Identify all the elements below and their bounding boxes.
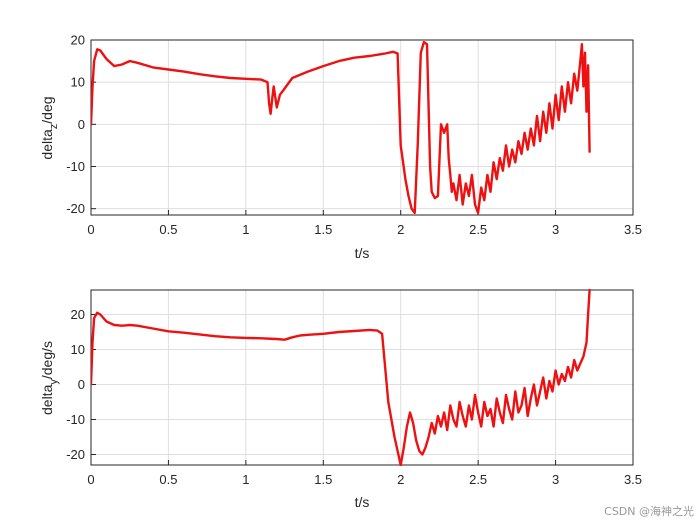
y-tick-label: -10	[66, 159, 85, 174]
x-tick-label: 1	[242, 222, 249, 237]
x-tick-label: 1.5	[314, 222, 332, 237]
x-tick-label: 3.5	[624, 222, 642, 237]
y-axis-label: deltay/deg/s	[39, 341, 60, 415]
subplot-delta-y: 0 0.5 1 1.5 2 2.5 3 3.5 -20 -10 0 10 20 t/s deltay/deg…	[39, 289, 642, 510]
y-axis-label: deltaz/deg	[39, 96, 60, 159]
plot-area	[91, 290, 633, 465]
y-tick-label: -20	[66, 447, 85, 462]
x-tick-label: 0	[87, 222, 94, 237]
y-tick-label: 10	[71, 75, 85, 90]
x-tick-label: 0	[87, 472, 94, 487]
y-tick-label: -20	[66, 201, 85, 216]
x-axis-label: t/s	[355, 245, 370, 261]
x-tick-label: 2	[397, 472, 404, 487]
subplot-delta-z: 0 0.5 1 1.5 2 2.5 3 3.5 -20 -10 0 10 20 t/s deltaz/deg	[39, 33, 642, 262]
series-line	[91, 289, 591, 466]
x-tick-label: 2	[397, 222, 404, 237]
axes-frame	[90, 39, 634, 216]
x-tick-label: 1	[242, 472, 249, 487]
y-tick-label: 20	[71, 33, 85, 48]
x-tick-label: 0.5	[159, 472, 177, 487]
x-tick-label: 3.5	[624, 472, 642, 487]
x-tick-label: 0.5	[159, 222, 177, 237]
y-tick-label: -10	[66, 412, 85, 427]
y-tick-label: 10	[71, 342, 85, 357]
y-tick-label: 0	[78, 377, 85, 392]
y-tick-label: 0	[78, 117, 85, 132]
watermark: CSDN @海神之光	[604, 505, 694, 518]
x-axis-label: t/s	[355, 494, 370, 510]
y-tick-label: 20	[71, 307, 85, 322]
x-tick-label: 2.5	[469, 222, 487, 237]
x-tick-label: 3	[552, 472, 559, 487]
series-line	[91, 40, 591, 215]
x-tick-label: 2.5	[469, 472, 487, 487]
x-tick-label: 3	[552, 222, 559, 237]
x-tick-label: 1.5	[314, 472, 332, 487]
